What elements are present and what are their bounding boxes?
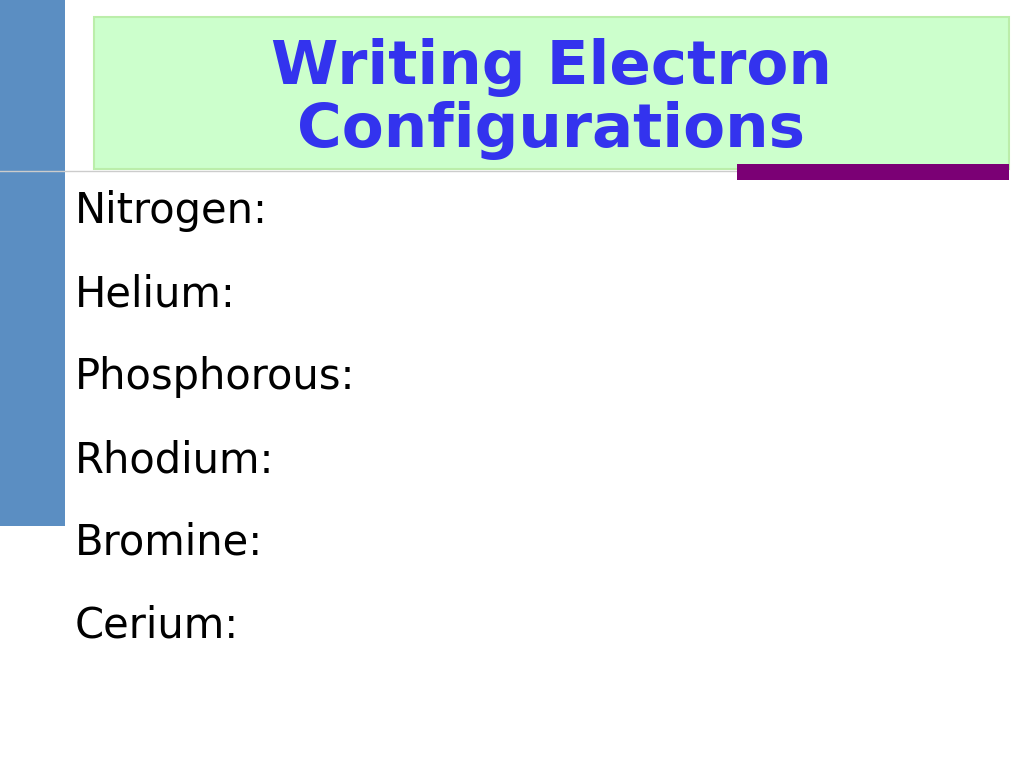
Text: Phosphorous:: Phosphorous: bbox=[75, 356, 355, 398]
Text: Cerium:: Cerium: bbox=[75, 605, 239, 647]
Text: Writing Electron: Writing Electron bbox=[271, 38, 831, 97]
Text: Rhodium:: Rhodium: bbox=[75, 439, 274, 481]
Text: Helium:: Helium: bbox=[75, 273, 236, 315]
Text: Configurations: Configurations bbox=[297, 101, 806, 161]
Text: Nitrogen:: Nitrogen: bbox=[75, 190, 267, 232]
FancyBboxPatch shape bbox=[94, 17, 1009, 169]
FancyBboxPatch shape bbox=[0, 0, 65, 526]
Text: Bromine:: Bromine: bbox=[75, 522, 263, 564]
FancyBboxPatch shape bbox=[737, 164, 1009, 180]
